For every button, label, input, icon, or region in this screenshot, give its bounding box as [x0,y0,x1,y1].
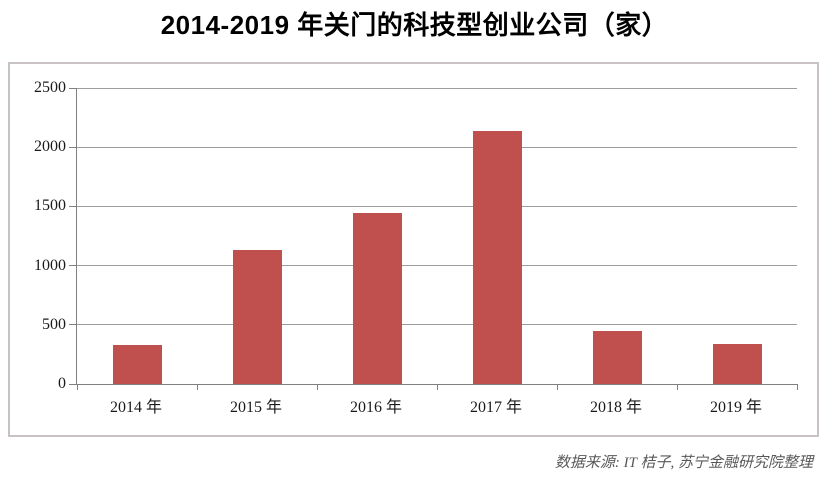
bar [112,344,162,384]
chart-frame: 0 500 1000 1500 2000 2500 2014 年 2015 年 2016 年 20… [8,62,819,437]
x-axis-label: 2016 年 [349,399,402,416]
gridline [77,87,797,89]
x-axis-label: 2014 年 [109,399,162,416]
x-axis-tick [76,384,78,390]
x-axis-label: 2018 年 [589,399,642,416]
x-axis-tick [796,384,798,390]
gridline [77,324,797,326]
y-axis-label: 500 [42,315,66,333]
plot-area [69,87,798,390]
bar [232,250,282,384]
chart-title: 2014-2019 年关门的科技型创业公司（家） [160,10,669,40]
y-axis-label: 0 [58,375,66,392]
y-axis-label: 1500 [34,197,66,215]
gridline [77,205,797,207]
bar [352,212,402,384]
x-axis-tick [436,384,438,390]
x-axis-label: 2017 年 [469,399,522,416]
x-axis-tick [196,384,198,390]
y-axis-tick [69,383,77,385]
x-axis-tick [556,384,558,390]
y-axis-tick [69,205,77,207]
source-note: 数据来源: IT 桔子, 苏宁金融研究院整理 [554,455,813,471]
y-axis-label: 2500 [34,79,66,96]
y-axis-tick [69,324,77,326]
y-axis-label: 1000 [34,256,66,274]
gridline [77,146,797,148]
gridline [77,265,797,267]
y-axis-tick [69,265,77,267]
y-axis-tick [69,146,77,148]
bar [472,130,522,384]
bar [712,344,762,384]
x-axis-tick [676,384,678,390]
y-axis-tick [69,87,77,89]
x-axis-tick [316,384,318,390]
y-axis-label: 2000 [34,138,66,156]
x-axis-label: 2019 年 [709,399,762,416]
bar [592,330,642,384]
x-axis-label: 2015 年 [229,399,282,416]
